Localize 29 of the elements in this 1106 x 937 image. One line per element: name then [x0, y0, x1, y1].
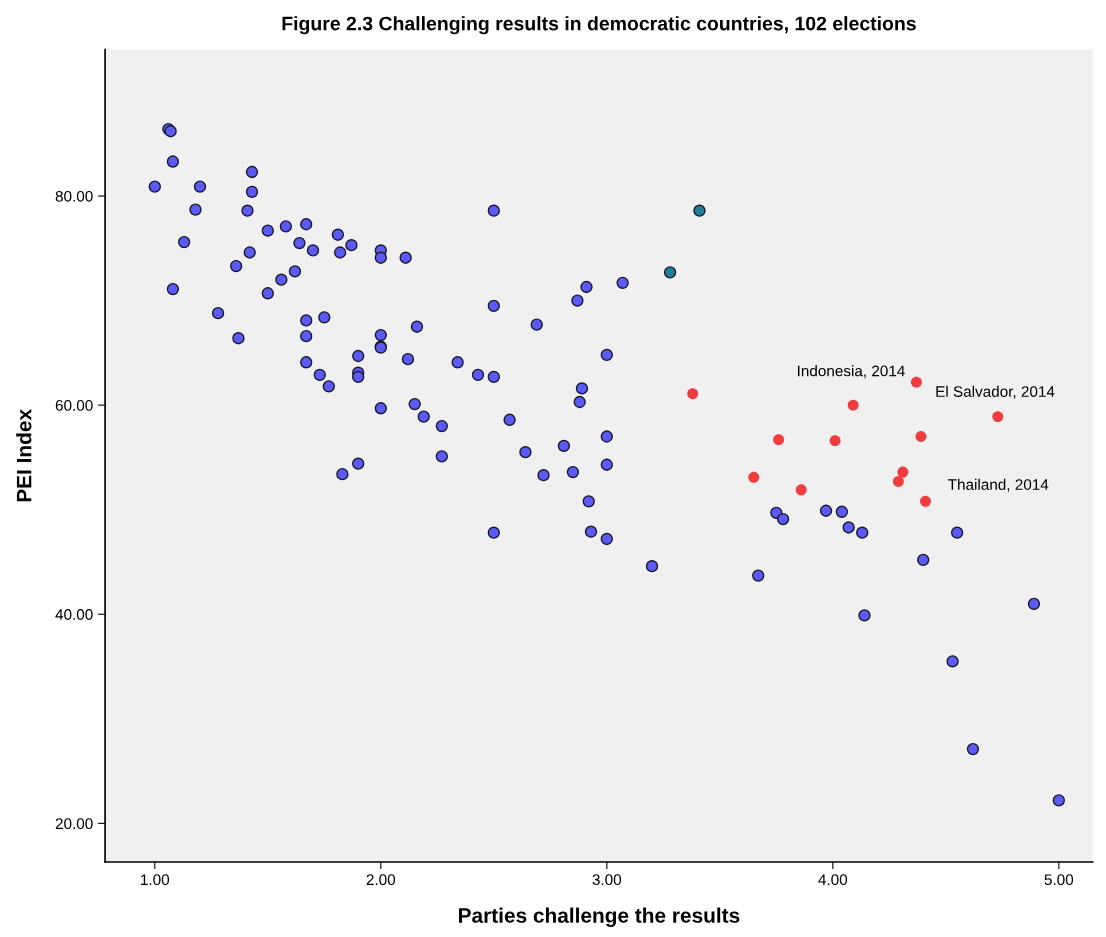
point — [829, 435, 841, 447]
point — [910, 376, 922, 388]
annotation: Thailand, 2014 — [948, 478, 1049, 492]
y-tick-label: 80.00 — [55, 190, 93, 202]
x-tick-label: 1.00 — [141, 874, 170, 886]
x-tick-label: 2.00 — [366, 874, 396, 886]
x-axis-title: Parties challenge the results — [459, 907, 740, 928]
point — [897, 466, 909, 478]
y-tick-label: 20.00 — [55, 818, 93, 830]
chart-title: Figure 2.3 Challenging results in democratic countries, 102 elections — [282, 16, 916, 35]
point — [663, 266, 677, 279]
x-tick-label: 4.00 — [818, 874, 848, 886]
point — [992, 411, 1004, 423]
point — [847, 399, 859, 411]
point — [920, 495, 931, 507]
point — [915, 431, 927, 442]
y-axis-title: PEI Index — [16, 409, 32, 502]
y-tick-label: 60.00 — [55, 400, 93, 411]
point — [795, 484, 807, 496]
x-tick-label: 3.00 — [592, 874, 622, 886]
point — [693, 204, 706, 217]
y-tick-label: 40.00 — [55, 609, 93, 620]
point — [748, 471, 760, 483]
annotation: Indonesia, 2014 — [798, 365, 905, 379]
point — [773, 434, 785, 446]
x-tick-label: 5.00 — [1044, 874, 1074, 886]
point — [687, 388, 699, 400]
annotation: El Salvador, 2014 — [936, 385, 1055, 399]
point — [892, 476, 904, 487]
